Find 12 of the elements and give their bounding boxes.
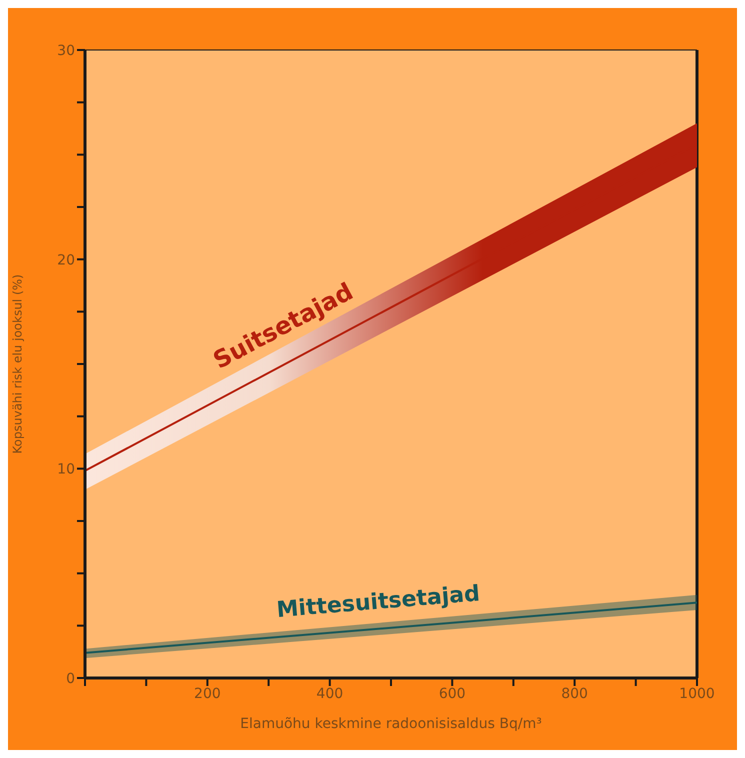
series-label: Mittesuitsetajad	[276, 581, 481, 624]
x-tick-label: 600	[438, 686, 466, 702]
y-tick-label: 10	[57, 462, 75, 478]
x-tick-label: 400	[316, 686, 344, 702]
x-tick-label: 200	[194, 686, 221, 702]
x-tick-label: 1000	[679, 686, 715, 702]
x-tick-label: 800	[561, 686, 588, 702]
x-axis-title: Elamuõhu keskmine radoonisisaldus Bq/m³	[240, 716, 542, 732]
y-tick-label: 20	[57, 252, 75, 268]
y-tick-label: 0	[66, 670, 75, 687]
y-axis-title: Kopsuvähi risk elu jooksul (%)	[10, 274, 24, 454]
y-tick-label: 30	[57, 42, 75, 59]
